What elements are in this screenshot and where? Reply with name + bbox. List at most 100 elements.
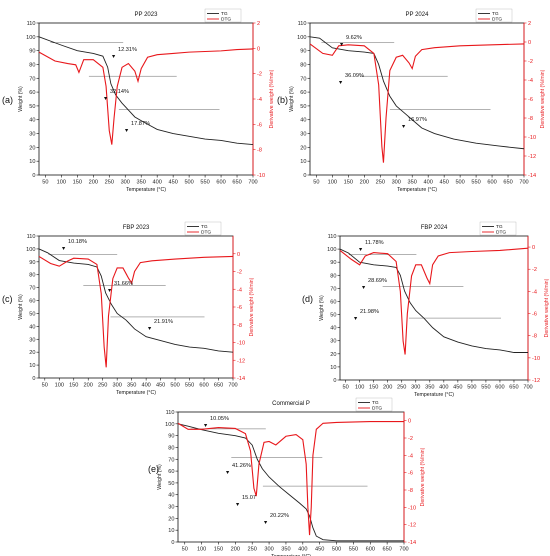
series-dtg-line: [309, 43, 525, 163]
y2-tick-label: -8: [237, 323, 242, 329]
legend-label-tg: TG: [492, 11, 499, 17]
y2-tick-label: -12: [237, 358, 245, 364]
x-tick-label: 200: [89, 180, 98, 186]
x-tick-label: 550: [200, 180, 209, 186]
x-tick-label: 300: [113, 383, 122, 389]
y-tick-label: 40: [300, 118, 306, 124]
y2-tick-label: -4: [528, 78, 533, 84]
x-tick-label: 600: [216, 180, 225, 186]
y2-tick-label: -14: [237, 376, 245, 382]
y-tick-label: 70: [168, 457, 174, 463]
y-tick-label: 10: [168, 528, 174, 534]
y2-tick-label: 2: [528, 21, 531, 27]
y2-tick-label: -10: [528, 135, 536, 141]
y-tick-label: 90: [300, 49, 306, 55]
x-tick-label: 50: [42, 180, 48, 186]
panel-title: FBP 2024: [421, 225, 448, 231]
y-tick-label: 0: [32, 376, 35, 382]
x-tick-label: 600: [366, 547, 375, 553]
x-tick-label: 500: [332, 547, 341, 553]
x-tick-label: 100: [197, 547, 206, 553]
y-tick-label: 60: [300, 90, 306, 96]
x-tick-label: 300: [121, 180, 130, 186]
x-tick-label: 500: [455, 180, 464, 186]
y2-axis-label: Derivative weight (%/min): [249, 277, 255, 336]
mass-loss-annotation: 20.22%: [270, 513, 289, 519]
y2-tick-label: -10: [237, 341, 245, 347]
x-tick-label: 250: [105, 180, 114, 186]
x-tick-label: 650: [503, 180, 512, 186]
y-tick-label: 20: [330, 352, 336, 358]
y-tick-label: 90: [29, 260, 35, 266]
y-tick-label: 60: [168, 469, 174, 475]
x-tick-label: 650: [232, 180, 241, 186]
x-tick-label: 50: [313, 180, 319, 186]
y-tick-label: 30: [330, 339, 336, 345]
y2-tick-label: -4: [257, 97, 262, 103]
mass-loss-annotation: 16.97%: [408, 117, 427, 123]
y2-tick-label: 0: [257, 46, 260, 52]
y-tick-label: 50: [29, 311, 35, 317]
y-tick-label: 20: [29, 145, 35, 151]
mass-loss-annotation: 32.14%: [110, 89, 129, 95]
legend-label-dtg: DTG: [492, 17, 502, 23]
x-tick-label: 100: [355, 385, 364, 391]
x-tick-label: 250: [98, 383, 107, 389]
panel-title: FBP 2023: [123, 225, 150, 231]
arrow-marker: [104, 97, 108, 100]
y-tick-label: 50: [300, 104, 306, 110]
x-tick-label: 50: [182, 547, 188, 553]
x-tick-label: 100: [55, 383, 64, 389]
y-tick-label: 30: [29, 337, 35, 343]
mass-loss-annotation: 10.18%: [68, 239, 87, 245]
y-tick-label: 10: [29, 363, 35, 369]
x-tick-label: 300: [411, 385, 420, 391]
x-tick-label: 500: [184, 180, 193, 186]
y2-tick-label: -2: [528, 59, 533, 65]
legend-label-dtg: DTG: [496, 230, 506, 236]
x-tick-label: 400: [424, 180, 433, 186]
y2-tick-label: 0: [532, 245, 535, 251]
y-tick-label: 40: [29, 324, 35, 330]
x-tick-label: 250: [397, 385, 406, 391]
x-tick-label: 450: [439, 180, 448, 186]
x-tick-label: 200: [360, 180, 369, 186]
x-axis-label: Temperature (°C): [126, 187, 166, 193]
y2-axis-label: Derivative weight (%/min): [269, 69, 275, 128]
arrow-marker: [402, 125, 406, 128]
y2-tick-label: -8: [528, 116, 533, 122]
x-axis-label: Temperature (°C): [397, 187, 437, 193]
arrow-marker: [354, 317, 358, 320]
x-tick-label: 650: [382, 547, 391, 553]
arrow-marker: [339, 81, 343, 84]
panel-label: (e): [148, 464, 159, 474]
y-tick-label: 0: [333, 378, 336, 384]
x-tick-label: 350: [408, 180, 417, 186]
y2-axis-label: Derivative weight (%/min): [544, 278, 550, 337]
mass-loss-annotation: 11.78%: [365, 240, 384, 246]
x-tick-label: 300: [264, 547, 273, 553]
panel-label: (a): [2, 95, 13, 105]
y-tick-label: 110: [166, 410, 175, 416]
y-tick-label: 100: [26, 35, 35, 41]
x-tick-label: 150: [344, 180, 353, 186]
legend-label-tg: TG: [221, 11, 228, 17]
mass-loss-annotation: 21.98%: [360, 309, 379, 315]
y2-tick-label: -6: [408, 471, 413, 477]
y-tick-label: 90: [29, 49, 35, 55]
y2-tick-label: -12: [408, 523, 416, 529]
mass-loss-annotation: 41.26%: [232, 463, 251, 469]
x-tick-label: 400: [439, 385, 448, 391]
series-tg-line: [339, 248, 528, 353]
y-tick-label: 110: [27, 234, 36, 240]
y-tick-label: 110: [298, 21, 307, 27]
y2-tick-label: -4: [237, 287, 242, 293]
y-tick-label: 80: [29, 62, 35, 68]
y2-tick-label: -4: [408, 453, 413, 459]
x-tick-label: 450: [315, 547, 324, 553]
y-axis-label: Weight (%): [18, 294, 24, 320]
y-tick-label: 0: [303, 173, 306, 179]
y-tick-label: 100: [26, 247, 35, 253]
x-tick-label: 400: [141, 383, 150, 389]
